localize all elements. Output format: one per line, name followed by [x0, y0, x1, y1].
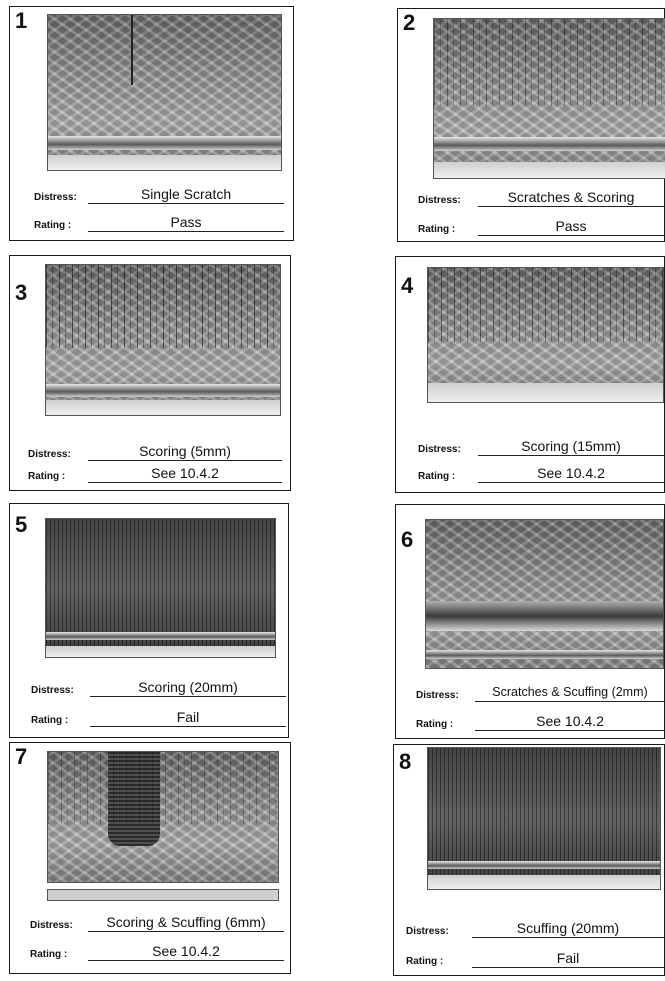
panel-6: 6 Distress: Scratches & Scuffing (2mm) R…	[395, 504, 665, 739]
rating-value: Fail	[472, 949, 664, 968]
panel-1: 1 Distress: Single Scratch Rating : Pass	[9, 6, 294, 241]
distress-label: Distress:	[30, 920, 73, 931]
rating-label: Rating :	[416, 719, 454, 730]
distress-value: Single Scratch	[88, 185, 284, 204]
specimen-photo	[433, 18, 665, 179]
distress-label: Distress:	[31, 685, 74, 696]
rating-value: See 10.4.2	[478, 464, 664, 483]
panel-number: 7	[15, 744, 28, 769]
distress-label: Distress:	[418, 444, 461, 455]
rating-label: Rating :	[34, 220, 72, 231]
panel-3: 3 Distress: Scoring (5mm) Rating : See 1…	[9, 255, 291, 491]
rating-label: Rating :	[418, 224, 456, 235]
distress-label: Distress:	[406, 926, 449, 937]
panel-number: 8	[399, 749, 412, 774]
panel-5: 5 Distress: Scoring (20mm) Rating : Fail	[9, 503, 289, 738]
panel-number: 1	[15, 8, 28, 33]
rating-label: Rating :	[418, 471, 456, 482]
rating-value: Pass	[478, 217, 664, 236]
panel-2: 2 Distress: Scratches & Scoring Rating :…	[397, 8, 665, 242]
specimen-base-strip	[47, 889, 279, 901]
distress-value: Scoring & Scuffing (6mm)	[88, 913, 284, 932]
distress-value: Scratches & Scuffing (2mm)	[475, 683, 665, 702]
distress-value: Scoring (15mm)	[478, 437, 664, 456]
panel-number: 5	[15, 512, 28, 537]
panel-number: 6	[401, 527, 414, 552]
specimen-photo	[47, 14, 282, 171]
distress-label: Distress:	[28, 449, 71, 460]
panel-number: 3	[15, 280, 28, 305]
rating-label: Rating :	[28, 471, 66, 482]
panel-number: 2	[403, 10, 416, 35]
rating-value: Fail	[90, 708, 286, 727]
distress-value: Scuffing (20mm)	[472, 919, 664, 938]
specimen-photo	[45, 518, 276, 658]
rating-value: See 10.4.2	[88, 464, 282, 483]
rating-value: See 10.4.2	[88, 942, 284, 961]
specimen-photo	[427, 747, 661, 890]
rating-label: Rating :	[406, 956, 444, 967]
distress-value: Scoring (20mm)	[90, 678, 286, 697]
specimen-photo	[47, 751, 279, 883]
distress-label: Distress:	[34, 192, 77, 203]
distress-value: Scratches & Scoring	[478, 188, 664, 207]
specimen-photo	[425, 519, 664, 669]
panel-7: 7 Distress: Scoring & Scuffing (6mm) Rat…	[9, 742, 291, 974]
distress-label: Distress:	[418, 195, 461, 206]
panel-number: 4	[401, 273, 414, 298]
rating-label: Rating :	[31, 715, 69, 726]
rating-value: Pass	[88, 213, 284, 232]
specimen-photo	[427, 267, 664, 403]
panel-8: 8 Distress: Scuffing (20mm) Rating : Fai…	[393, 744, 665, 976]
distress-label: Distress:	[416, 690, 459, 701]
rating-label: Rating :	[30, 949, 68, 960]
distress-value: Scoring (5mm)	[88, 442, 282, 461]
specimen-photo	[45, 264, 281, 416]
rating-value: See 10.4.2	[475, 712, 665, 731]
panel-4: 4 Distress: Scoring (15mm) Rating : See …	[395, 256, 665, 493]
